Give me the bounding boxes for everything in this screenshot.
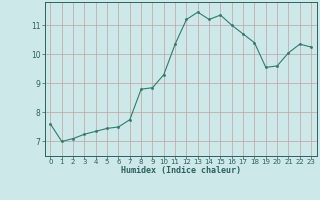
X-axis label: Humidex (Indice chaleur): Humidex (Indice chaleur) <box>121 166 241 175</box>
